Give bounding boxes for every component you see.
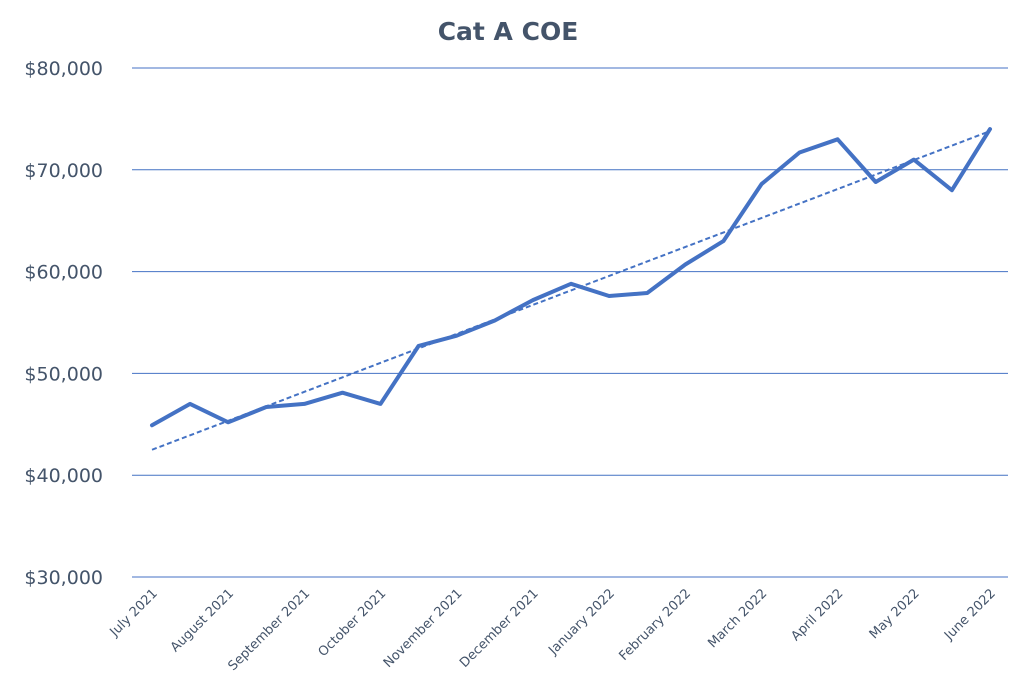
x-tick-label: February 2022 — [616, 586, 694, 664]
x-tick-label: October 2021 — [316, 586, 390, 660]
x-tick-label: January 2022 — [545, 586, 617, 658]
x-tick-label: July 2021 — [107, 586, 161, 640]
x-tick-label: May 2022 — [867, 586, 923, 642]
y-tick-label: $50,000 — [24, 363, 103, 385]
series-line — [150, 127, 992, 428]
x-tick-label: June 2022 — [941, 586, 999, 644]
x-tick-label: November 2021 — [381, 586, 466, 671]
x-tick-label: April 2022 — [789, 586, 847, 644]
y-tick-label: $30,000 — [24, 567, 103, 589]
x-tick-label: December 2021 — [457, 586, 542, 671]
y-tick-label: $80,000 — [24, 58, 103, 80]
x-tick-label: March 2022 — [705, 586, 770, 651]
x-tick-label: August 2021 — [168, 586, 237, 655]
y-tick-label: $70,000 — [24, 160, 103, 182]
trendline — [151, 130, 991, 451]
y-tick-label: $60,000 — [24, 262, 103, 284]
x-tick-label: September 2021 — [225, 586, 313, 674]
y-tick-label: $40,000 — [24, 465, 103, 487]
chart-title: Cat A COE — [438, 17, 579, 46]
